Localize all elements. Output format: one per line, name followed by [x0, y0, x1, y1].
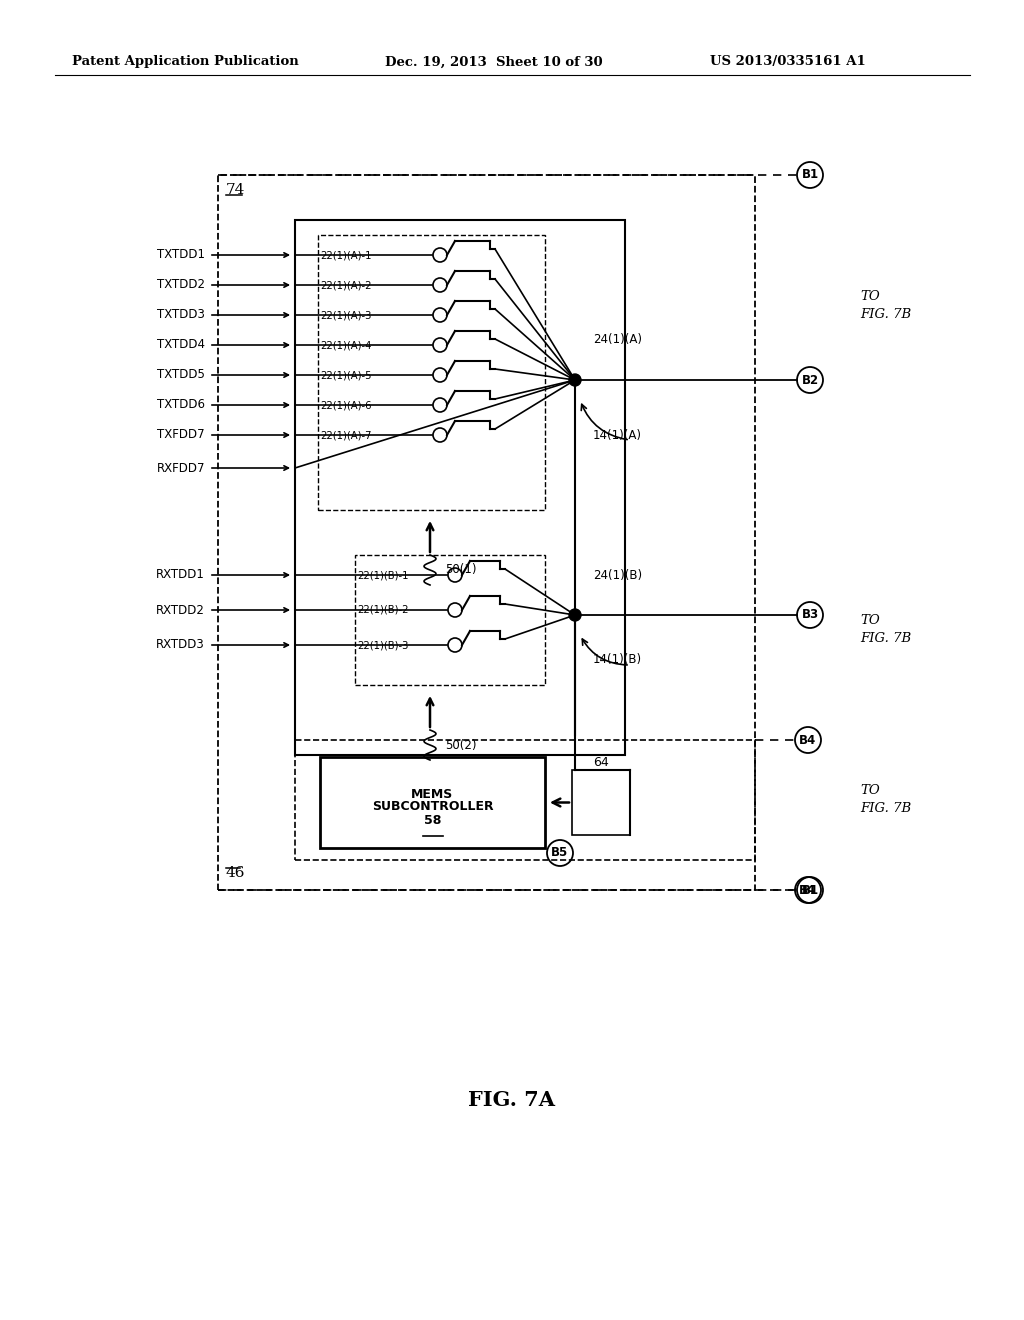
Text: 64: 64: [593, 755, 609, 768]
Text: 58: 58: [424, 814, 441, 828]
Text: TXTDD5: TXTDD5: [157, 368, 205, 381]
Text: RXTDD1: RXTDD1: [156, 569, 205, 582]
Circle shape: [569, 374, 581, 385]
Text: RXFDD7: RXFDD7: [157, 462, 205, 474]
Text: 50(1): 50(1): [445, 564, 476, 577]
Text: TXTDD2: TXTDD2: [157, 279, 205, 292]
Bar: [218, 176, 755, 890]
Text: 22(1)(A)-6: 22(1)(A)-6: [319, 400, 372, 411]
Text: 22(1)(A)-2: 22(1)(A)-2: [319, 280, 372, 290]
Text: 22(1)(A)-5: 22(1)(A)-5: [319, 370, 372, 380]
Bar: [318, 235, 545, 510]
Text: RXTDD2: RXTDD2: [156, 603, 205, 616]
Text: 24(1)(B): 24(1)(B): [593, 569, 642, 582]
Text: TO
FIG. 7B: TO FIG. 7B: [860, 615, 911, 645]
Text: B1: B1: [802, 169, 818, 181]
Bar: [572, 770, 630, 836]
Text: TO
FIG. 7B: TO FIG. 7B: [860, 289, 911, 321]
Text: 24(1)(A): 24(1)(A): [593, 334, 642, 346]
Text: 22(1)(B)-3: 22(1)(B)-3: [357, 640, 409, 649]
Text: FIG. 7A: FIG. 7A: [469, 1090, 555, 1110]
Text: B4: B4: [800, 734, 816, 747]
Text: 50(2): 50(2): [445, 738, 476, 751]
Text: Patent Application Publication: Patent Application Publication: [72, 55, 299, 69]
Circle shape: [569, 609, 581, 620]
Text: 74: 74: [226, 183, 246, 197]
Bar: [319, 756, 545, 847]
Text: Dec. 19, 2013  Sheet 10 of 30: Dec. 19, 2013 Sheet 10 of 30: [385, 55, 603, 69]
Text: 22(1)(B)-1: 22(1)(B)-1: [357, 570, 409, 579]
Bar: [295, 741, 755, 861]
Text: B1: B1: [802, 883, 818, 896]
Text: B4: B4: [800, 883, 816, 896]
Text: TXFDD7: TXFDD7: [158, 429, 205, 441]
Text: 14(1)(A): 14(1)(A): [593, 429, 642, 441]
Text: RXTDD3: RXTDD3: [157, 639, 205, 652]
Text: 22(1)(A)-1: 22(1)(A)-1: [319, 249, 372, 260]
Text: SUBCONTROLLER: SUBCONTROLLER: [372, 800, 494, 813]
Text: 14(1)(B): 14(1)(B): [593, 653, 642, 667]
Text: B5: B5: [551, 846, 568, 859]
Text: 46: 46: [226, 866, 246, 880]
Text: TXTDD4: TXTDD4: [157, 338, 205, 351]
Bar: [355, 554, 545, 685]
Text: B2: B2: [802, 374, 818, 387]
Bar: [295, 220, 625, 755]
Text: 22(1)(A)-7: 22(1)(A)-7: [319, 430, 372, 440]
Text: B3: B3: [802, 609, 818, 622]
Text: TXTDD1: TXTDD1: [157, 248, 205, 261]
Text: TO
FIG. 7B: TO FIG. 7B: [860, 784, 911, 816]
Text: 22(1)(A)-4: 22(1)(A)-4: [319, 341, 372, 350]
Text: 22(1)(A)-3: 22(1)(A)-3: [319, 310, 372, 319]
Text: 22(1)(B)-2: 22(1)(B)-2: [357, 605, 409, 615]
Text: TXTDD6: TXTDD6: [157, 399, 205, 412]
Text: TXTDD3: TXTDD3: [157, 309, 205, 322]
Text: US 2013/0335161 A1: US 2013/0335161 A1: [710, 55, 865, 69]
Text: MEMS: MEMS: [412, 788, 454, 801]
